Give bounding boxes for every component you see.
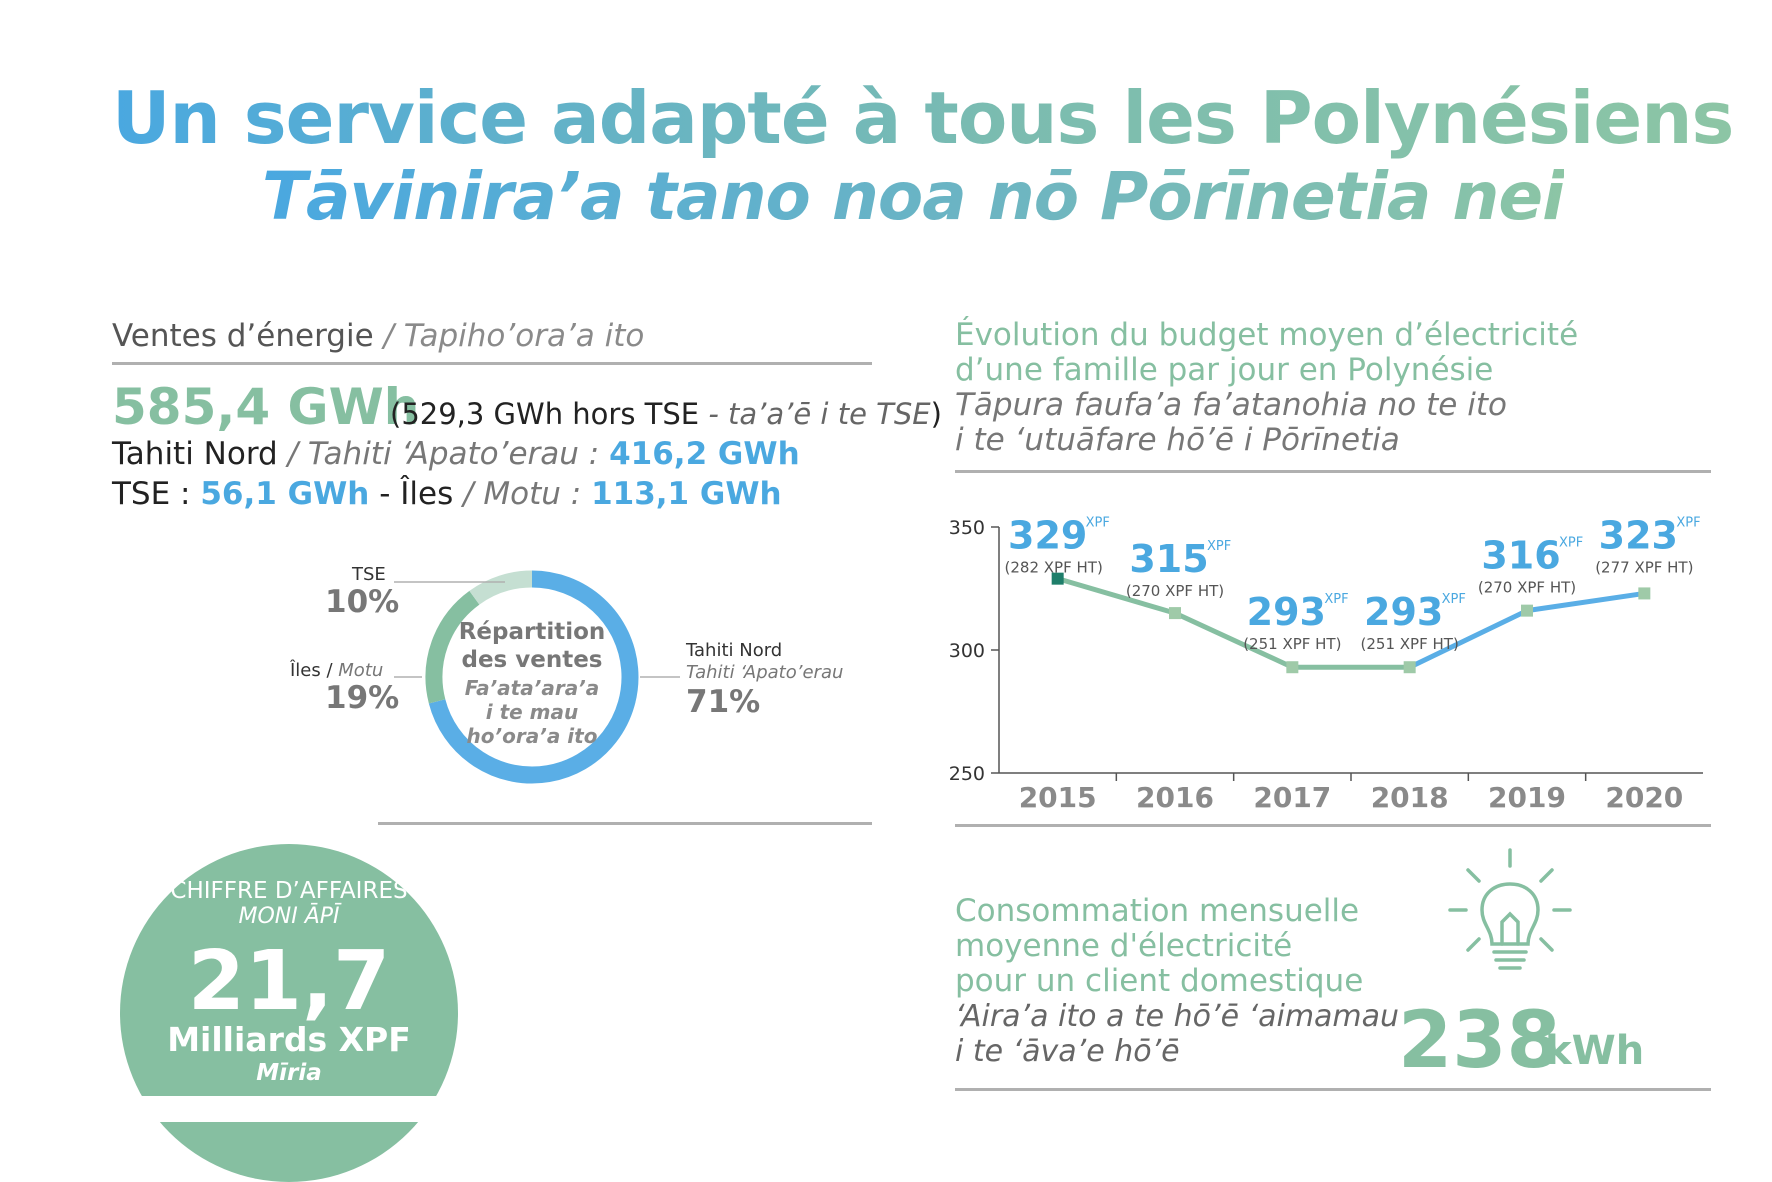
chart-axes: 250 300 350 bbox=[949, 517, 1703, 785]
x-tick-label-2017: 2017 bbox=[1253, 781, 1331, 814]
unit-label-2019: XPF bbox=[1559, 536, 1583, 551]
sales-donut-chart bbox=[394, 570, 680, 784]
revenue-value: 21,7 bbox=[187, 934, 391, 1029]
consumption-divider bbox=[955, 1088, 1711, 1091]
total-sales-note: (529,3 GWh hors TSE - ta’a’ē i te TSE) bbox=[390, 397, 942, 431]
tse-iles-sales: TSE : 56,1 GWh - Îles / Motu : 113,1 GWh bbox=[112, 476, 782, 512]
x-tick-label-2019: 2019 bbox=[1488, 781, 1566, 814]
total-sales-value: 585,4 GWh bbox=[112, 378, 420, 436]
unit-label-2017: XPF bbox=[1324, 592, 1348, 607]
page-subtitle: Tāvinira’a tano noa nō Pōrīnetia nei bbox=[262, 158, 1565, 235]
donut-label-iles: Îles / Motu bbox=[290, 660, 384, 681]
unit-label-2020: XPF bbox=[1676, 515, 1700, 530]
consumption-title: Consommation mensuelle moyenne d'électri… bbox=[955, 893, 1400, 1070]
unit-label-2018: XPF bbox=[1442, 592, 1466, 607]
donut-pct-tse: 10% bbox=[325, 584, 400, 620]
y-tick-label-2: 350 bbox=[949, 517, 985, 539]
donut-label-tahiti-nord-tahitian: Tahiti ‘Apato’erau bbox=[686, 662, 844, 683]
line-segment-0 bbox=[1055, 576, 1178, 616]
y-tick-label-1: 300 bbox=[949, 640, 985, 662]
donut-divider bbox=[378, 822, 872, 825]
value-label-2016: 315 bbox=[1129, 537, 1208, 581]
data-point-2015 bbox=[1051, 572, 1064, 585]
chart-points bbox=[1051, 572, 1651, 674]
value-label-2017: 293 bbox=[1247, 590, 1326, 634]
sales-section-title: Ventes d’énergie / Tapiho’ora’a ito bbox=[112, 318, 645, 354]
budget-divider bbox=[955, 470, 1711, 473]
data-point-2016 bbox=[1169, 607, 1181, 620]
consumption-value: 238 bbox=[1398, 996, 1561, 1086]
lightbulb-icon bbox=[1448, 848, 1572, 970]
line-segment-3 bbox=[1407, 608, 1530, 670]
x-tick-label-2020: 2020 bbox=[1605, 781, 1683, 814]
donut-slices bbox=[425, 570, 639, 784]
ht-label-2020: (277 XPF HT) bbox=[1595, 558, 1693, 576]
revenue-title: CHIFFRE D’AFFAIRES bbox=[170, 878, 408, 904]
tahiti-nord-sales: Tahiti Nord / Tahiti ‘Apato’erau : 416,2… bbox=[112, 436, 800, 472]
donut-label-tahiti-nord: Tahiti Nord bbox=[686, 640, 783, 661]
donut-label-tse: TSE bbox=[352, 564, 386, 585]
revenue-unit-tahitian: Mīria bbox=[256, 1060, 322, 1086]
budget-title: Évolution du budget moyen d’électricité … bbox=[955, 317, 1579, 458]
revenue-title-tahitian: MONI ĀPĪ bbox=[238, 904, 340, 929]
value-label-2015: 329 bbox=[1008, 515, 1087, 558]
unit-label-2016: XPF bbox=[1207, 539, 1231, 554]
ht-label-2017: (251 XPF HT) bbox=[1243, 635, 1341, 653]
ht-label-2016: (270 XPF HT) bbox=[1126, 582, 1224, 600]
revenue-unit: Milliards XPF bbox=[167, 1020, 411, 1059]
value-label-2018: 293 bbox=[1364, 590, 1443, 634]
bottom-mask bbox=[0, 1096, 1772, 1122]
donut-slice-2 bbox=[469, 570, 533, 605]
unit-label-2015: XPF bbox=[1086, 516, 1110, 531]
ht-label-2015: (282 XPF HT) bbox=[1005, 559, 1103, 577]
donut-pct-tahiti-nord: 71% bbox=[686, 684, 761, 720]
data-point-2018 bbox=[1403, 661, 1416, 674]
data-point-2019 bbox=[1521, 604, 1533, 617]
line-segment-4 bbox=[1524, 590, 1647, 614]
x-tick-label-2018: 2018 bbox=[1371, 781, 1449, 814]
y-tick-label-0: 250 bbox=[949, 763, 985, 785]
data-point-2020 bbox=[1638, 587, 1651, 600]
chart-divider bbox=[955, 824, 1711, 827]
data-point-2017 bbox=[1286, 661, 1299, 674]
line-segment-1 bbox=[1172, 610, 1295, 670]
consumption-unit: kWh bbox=[1545, 1028, 1645, 1074]
donut-center-title: Répartition des ventes bbox=[458, 619, 606, 673]
page-title: Un service adapté à tous les Polynésiens bbox=[112, 76, 1734, 160]
ht-label-2019: (270 XPF HT) bbox=[1478, 579, 1576, 597]
donut-slice-1 bbox=[425, 590, 480, 704]
value-label-2020: 323 bbox=[1599, 515, 1678, 557]
donut-slice-0 bbox=[428, 570, 639, 784]
x-tick-label-2015: 2015 bbox=[1019, 781, 1097, 814]
chart-lines bbox=[1055, 576, 1647, 670]
x-tick-label-2016: 2016 bbox=[1136, 781, 1214, 814]
ht-label-2018: (251 XPF HT) bbox=[1361, 635, 1459, 653]
value-label-2019: 316 bbox=[1481, 534, 1560, 578]
donut-pct-iles: 19% bbox=[325, 680, 400, 716]
sales-divider bbox=[112, 362, 872, 365]
donut-center-tahitian: Fa’ata’ara’a i te mau ho’ora’a ito bbox=[464, 676, 600, 748]
